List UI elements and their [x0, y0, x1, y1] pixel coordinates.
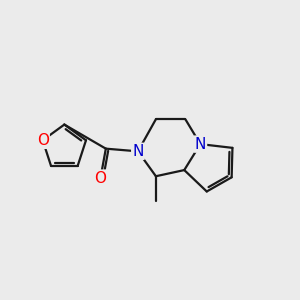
- Text: N: N: [132, 144, 144, 159]
- Text: N: N: [195, 136, 206, 152]
- Text: O: O: [37, 133, 49, 148]
- Text: O: O: [94, 171, 106, 186]
